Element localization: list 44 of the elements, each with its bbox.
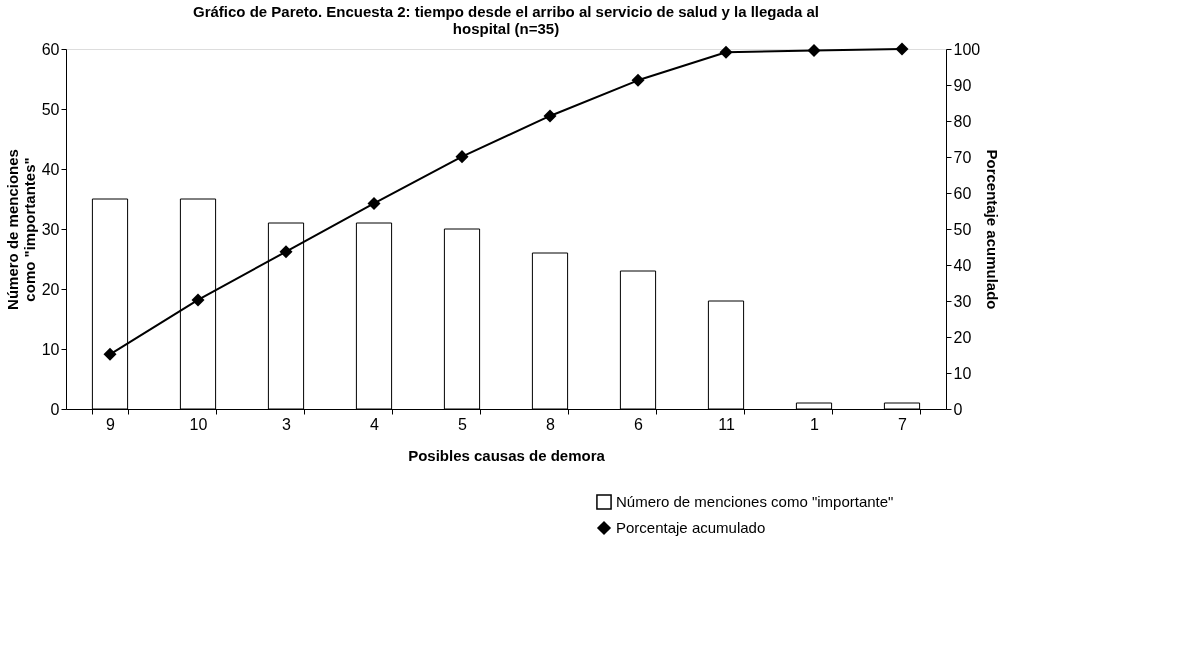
chart-title: Gráfico de Pareto. Encuesta 2: tiempo desde el arribo al servicio de salud y la llegada al hospital (n=35) (192, 3, 820, 37)
x-tick-label: 11 (718, 415, 735, 433)
y-axis-title: Número de menciones como "importantes" (3, 149, 38, 310)
y2-axis-title: Porcentaje acumulado (984, 149, 1002, 310)
y2-tick-label: 30 (953, 292, 972, 310)
x-tick-label: 9 (106, 415, 116, 433)
y-tick-label: 60 (41, 40, 60, 58)
x-tick-label: 1 (810, 415, 820, 433)
point (719, 45, 733, 59)
y2-tick-label: 10 (953, 364, 972, 382)
point (191, 293, 205, 307)
y-tick-label: 50 (41, 100, 60, 118)
x-axis-title: Posibles causas de demora (408, 446, 606, 464)
y-tick-label: 10 (41, 340, 60, 358)
point (631, 73, 645, 87)
x-tick-label: 10 (189, 415, 208, 433)
y2-tick-label: 60 (953, 184, 972, 202)
point (279, 245, 293, 259)
point (455, 150, 469, 164)
y2-tick-label: 20 (953, 328, 972, 346)
y2-tick-label: 80 (953, 112, 972, 130)
y2-tick-label: 90 (953, 76, 972, 94)
y2-tick-label: 70 (953, 148, 972, 166)
point (543, 109, 557, 123)
x-tick-label: 7 (898, 415, 908, 433)
y-tick-label: 0 (50, 400, 60, 418)
x-tick-label: 4 (370, 415, 380, 433)
y2-tick-label: 100 (953, 40, 981, 58)
y2-tick-label: 0 (953, 400, 963, 418)
x-tick-label: 8 (546, 415, 556, 433)
legend-label: Número de menciones como "importante" (616, 493, 894, 510)
y-tick-label: 20 (41, 280, 60, 298)
point (103, 347, 117, 361)
point (895, 42, 909, 56)
y-tick-label: 40 (41, 160, 60, 178)
y2-tick-label: 40 (953, 256, 972, 274)
point (367, 196, 381, 210)
x-tick-label: 6 (634, 415, 644, 433)
point (807, 43, 821, 57)
y-tick-label: 30 (41, 220, 60, 238)
y2-tick-label: 50 (953, 220, 972, 238)
x-tick-label: 3 (282, 415, 292, 433)
legend-label: Porcentaje acumulado (616, 519, 766, 536)
x-tick-label: 5 (458, 415, 468, 433)
